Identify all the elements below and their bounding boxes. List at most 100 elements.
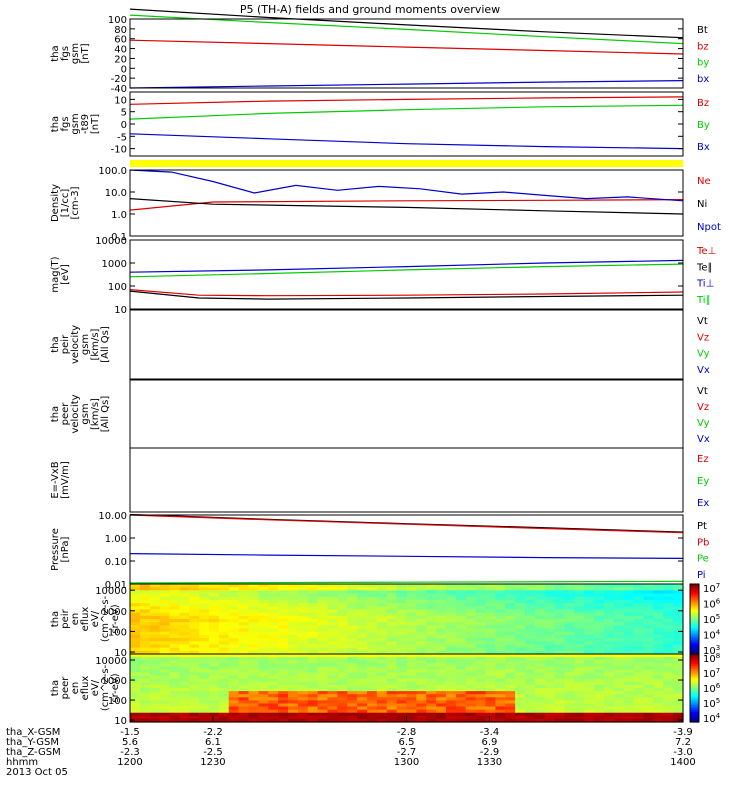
spectrogram-cell: [367, 678, 378, 683]
spectrogram-cell: [307, 650, 319, 655]
spectrogram-cell: [199, 718, 210, 723]
spectrogram-cell: [534, 694, 546, 698]
spectrogram-cell: [307, 712, 319, 717]
spectrogram-cell: [554, 584, 566, 588]
legend-label-pb: Pb: [697, 537, 709, 548]
spectrogram-cell: [347, 697, 358, 701]
spectrogram-cell: [485, 619, 496, 623]
colorbar-cell: [690, 654, 699, 657]
spectrogram-cell: [673, 628, 684, 633]
spectrogram-cell: [673, 634, 684, 639]
x-annotation-value: 6.5: [399, 737, 415, 748]
spectrogram-cell: [218, 641, 230, 646]
spectrogram-cell: [475, 712, 487, 717]
spectrogram-cell: [149, 631, 161, 636]
spectrogram-cell: [653, 718, 664, 723]
spectrogram-cell: [209, 703, 220, 708]
spectrogram-cell: [357, 697, 368, 701]
spectrogram-cell: [149, 700, 161, 705]
spectrogram-cell: [594, 712, 605, 717]
spectrogram-cell: [604, 619, 615, 623]
spectrogram-cell: [465, 678, 477, 683]
spectrogram-cell: [534, 615, 546, 620]
spectrogram-cell: [534, 684, 546, 689]
y-tick-label: 100: [108, 15, 127, 26]
spectrogram-cell: [436, 641, 447, 646]
spectrogram-cell: [623, 587, 635, 591]
series-line-te∥: [129, 290, 684, 300]
spectrogram-cell: [317, 593, 329, 598]
spectrogram-cell: [288, 590, 299, 595]
spectrogram-cell: [307, 638, 319, 642]
colorbar-cell: [690, 610, 699, 613]
colorbar-label: 106: [703, 598, 721, 611]
spectrogram-cell: [248, 615, 259, 620]
spectrogram-cell: [465, 615, 477, 620]
spectrogram-cell: [623, 606, 635, 611]
spectrogram-cell: [475, 672, 487, 677]
spectrogram-cell: [149, 628, 161, 633]
spectrogram-cell: [446, 650, 457, 655]
x-annotation-value: -2.7: [397, 747, 417, 758]
spectrogram-cell: [673, 587, 684, 591]
spectrogram-cell: [465, 657, 477, 661]
x-annotation-row-label: hhmm: [6, 757, 38, 768]
spectrogram-cell: [534, 622, 546, 626]
spectrogram-cell: [406, 590, 417, 595]
spectrogram-cell: [544, 609, 556, 614]
spectrogram-cell: [525, 706, 536, 711]
spectrogram-cell: [643, 606, 654, 611]
spectrogram-cell: [396, 678, 408, 683]
spectrogram-cell: [643, 691, 654, 695]
spectrogram-cell: [623, 603, 635, 607]
spectrogram-cell: [584, 697, 595, 701]
spectrogram-cell: [159, 599, 171, 604]
spectrogram-cell: [189, 678, 200, 683]
spectrogram-cell: [525, 603, 536, 607]
x-annotation-value: 1300: [394, 757, 419, 768]
spectrogram-cell: [623, 663, 635, 667]
spectrogram-cell: [505, 603, 516, 607]
spectrogram-cell: [544, 587, 556, 591]
spectrogram-cell: [426, 703, 437, 708]
spectrogram-cell: [199, 697, 210, 701]
spectrogram-cell: [653, 609, 664, 614]
spectrogram-cell: [337, 703, 348, 708]
spectrogram-cell: [357, 703, 368, 708]
spectrogram-cell: [248, 697, 259, 701]
spectrogram-cell: [465, 647, 477, 652]
legend-label-ti⊥: Ti⊥: [696, 279, 714, 290]
spectrogram-cell: [525, 678, 536, 683]
spectrogram-cell: [169, 584, 180, 588]
spectrogram-cell: [288, 634, 299, 639]
spectrogram-cell: [347, 628, 358, 633]
spectrogram-cell: [337, 663, 348, 667]
spectrogram-cell: [613, 634, 625, 639]
y-tick-label: 40: [114, 45, 127, 56]
spectrogram-cell: [633, 663, 645, 667]
spectrogram-cell: [327, 672, 338, 677]
spectrogram-cell: [436, 675, 447, 680]
spectrogram-cell: [268, 700, 279, 705]
spectrogram-cell: [663, 596, 674, 601]
spectrogram-cell: [248, 712, 259, 717]
spectrogram-cell: [673, 612, 684, 617]
spectrogram-cell: [386, 644, 398, 649]
spectrogram-cell: [436, 606, 447, 611]
spectrogram-cell: [228, 606, 240, 611]
spectrogram-cell: [218, 638, 230, 642]
spectrogram-cell: [515, 684, 526, 689]
spectrogram-cell: [653, 672, 664, 677]
spectrogram-cell: [673, 691, 684, 695]
colorbar-cell: [690, 627, 699, 631]
spectrogram-cell: [228, 615, 240, 620]
spectrogram-cell: [337, 718, 348, 723]
spectrogram-cell: [396, 681, 408, 686]
spectrogram-cell: [623, 703, 635, 708]
spectrogram-cell: [218, 669, 230, 674]
spectrogram-cell: [317, 700, 329, 705]
colorbar-cell: [690, 585, 699, 589]
spectrogram-cell: [297, 596, 309, 601]
spectrogram-cell: [159, 675, 171, 680]
spectrogram-cell: [525, 647, 536, 652]
